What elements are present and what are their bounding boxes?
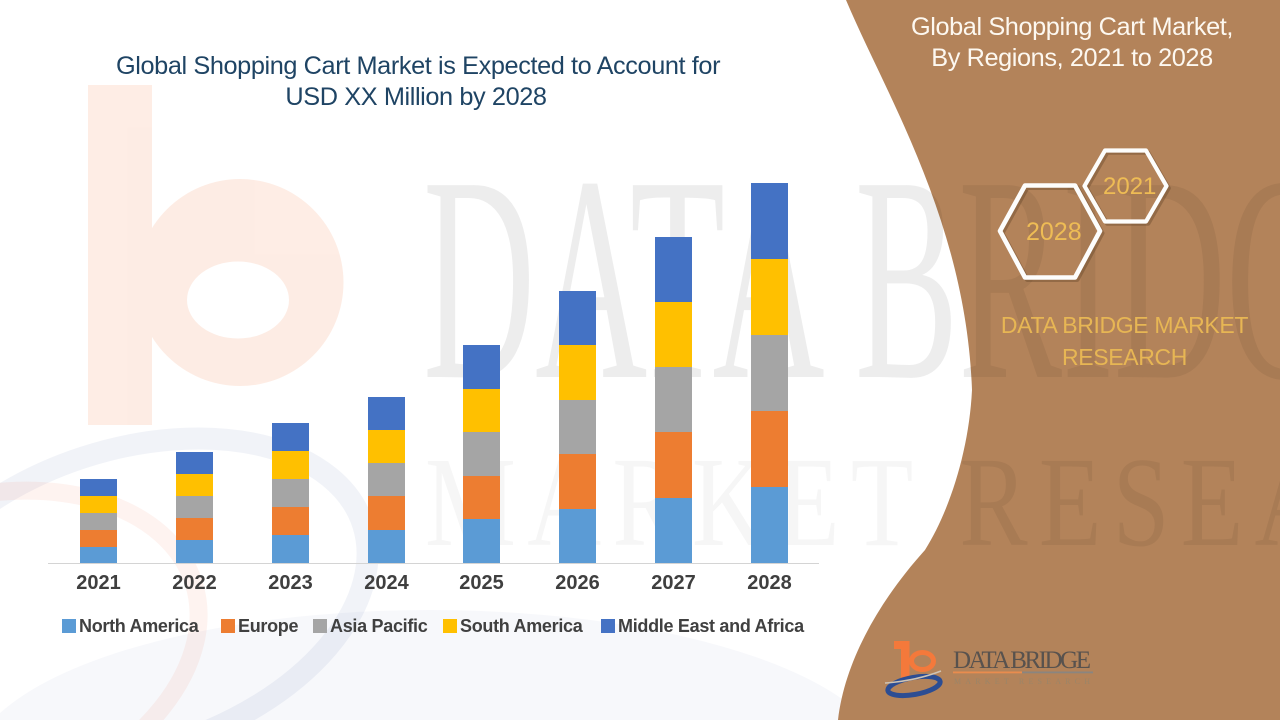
svg-text:MARKET RESEARCH: MARKET RESEARCH: [954, 677, 1093, 686]
svg-text:2021: 2021: [1103, 173, 1156, 200]
svg-text:2028: 2028: [1026, 218, 1082, 246]
svg-text:DATA BRIDGE: DATA BRIDGE: [953, 647, 1091, 674]
